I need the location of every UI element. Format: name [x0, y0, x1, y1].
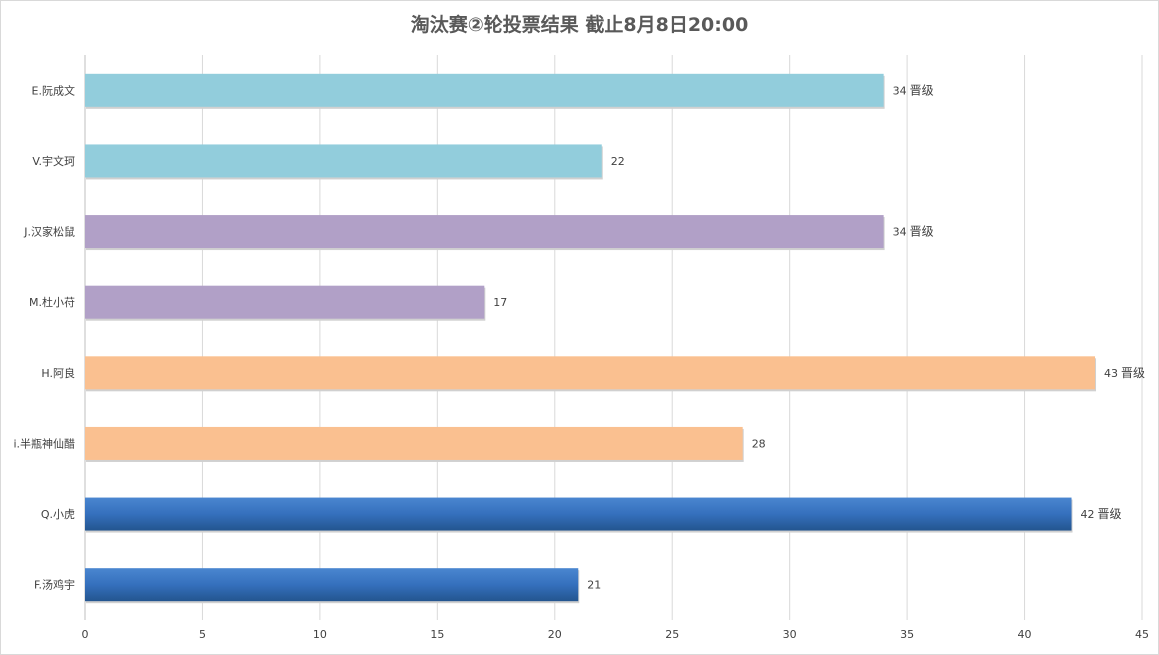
- data-label: 42: [1081, 508, 1095, 521]
- x-tick-label: 35: [900, 628, 914, 641]
- bar: [85, 426, 743, 460]
- x-tick-label: 30: [783, 628, 797, 641]
- advance-note: 晋级: [910, 225, 934, 239]
- x-tick-label: 5: [199, 628, 206, 641]
- x-tick-label: 20: [548, 628, 562, 641]
- x-tick-label: 40: [1018, 628, 1032, 641]
- category-label: i.半瓶神仙醋: [13, 436, 75, 450]
- bar: [85, 356, 1096, 390]
- bar: [85, 73, 884, 107]
- x-tick-labels: 0 5 10 15 20 25 30 35 40 45: [82, 628, 1150, 641]
- bars: [85, 73, 1097, 604]
- data-label: 17: [493, 296, 507, 309]
- category-labels: E.阮成文 V.宇文珂 J.汉家松鼠 M.杜小苻 H.阿良 i.半瓶神仙醋 Q.小虎 F.汤鸡…: [13, 83, 75, 591]
- x-tick-label: 15: [430, 628, 444, 641]
- x-tick-label: 45: [1135, 628, 1149, 641]
- chart-title: 淘汰赛②轮投票结果 截止8月8日20:00: [410, 14, 749, 36]
- data-label: 34: [893, 84, 907, 97]
- bar: [85, 568, 579, 602]
- category-label: F.汤鸡宇: [34, 578, 75, 592]
- category-label: V.宇文珂: [32, 154, 75, 168]
- x-tick-label: 10: [313, 628, 327, 641]
- advance-note: 晋级: [1121, 366, 1145, 380]
- bar: [85, 144, 602, 178]
- category-label: J.汉家松鼠: [23, 225, 75, 239]
- category-label: Q.小虎: [41, 508, 75, 521]
- x-tick-label: 25: [665, 628, 679, 641]
- category-label: H.阿良: [41, 366, 75, 380]
- category-label: E.阮成文: [32, 83, 75, 97]
- data-label: 22: [611, 155, 625, 168]
- data-label: 28: [752, 437, 766, 450]
- gridlines: [84, 55, 1143, 620]
- bar: [85, 215, 884, 249]
- x-tick-label: 0: [82, 628, 89, 641]
- advance-note: 晋级: [910, 83, 934, 97]
- bar: [85, 497, 1072, 531]
- bar: [85, 285, 485, 319]
- data-label: 34: [893, 226, 907, 239]
- data-label: 43: [1104, 367, 1118, 380]
- data-label: 21: [587, 579, 601, 592]
- advance-note: 晋级: [1098, 507, 1122, 521]
- category-label: M.杜小苻: [29, 295, 75, 309]
